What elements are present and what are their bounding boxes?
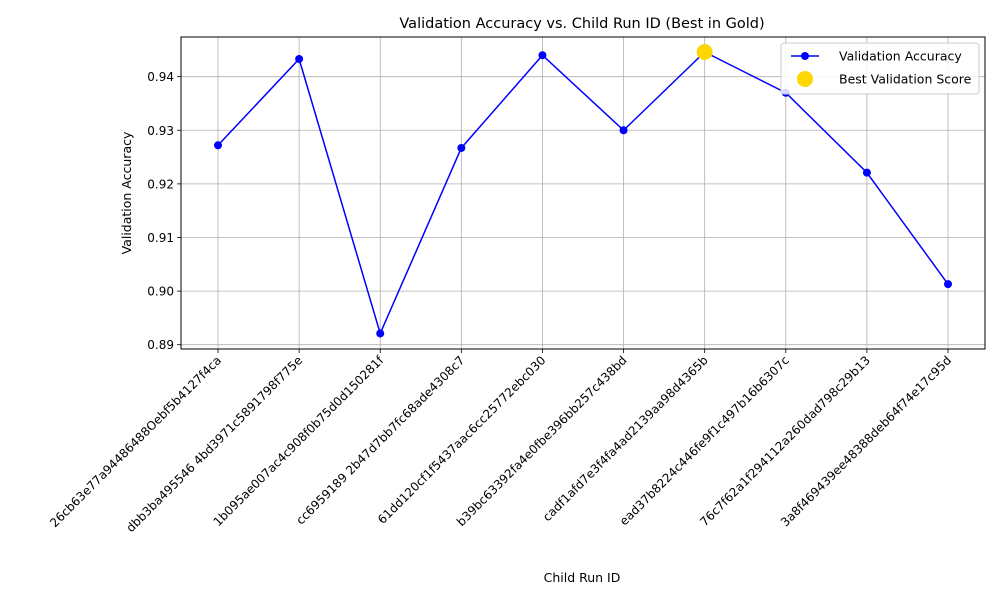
series-line xyxy=(217,51,949,336)
legend: Validation Accuracy Best Validation Scor… xyxy=(780,42,980,95)
y-tick-label: 0.92 xyxy=(147,177,174,191)
y-axis: 0.89 0.90 0.91 0.92 0.93 0.94 xyxy=(147,70,181,352)
legend-marker-swatch xyxy=(801,52,809,60)
data-point xyxy=(862,168,871,177)
legend-label-best-score: Best Validation Score xyxy=(839,72,972,87)
legend-label-validation-accuracy: Validation Accuracy xyxy=(839,49,962,64)
y-tick-label: 0.93 xyxy=(147,124,174,138)
y-tick-label: 0.91 xyxy=(147,231,174,245)
data-point xyxy=(944,280,952,289)
x-axis-label: Child Run ID xyxy=(544,570,621,585)
data-point xyxy=(295,54,304,63)
data-point xyxy=(457,143,466,152)
y-tick-label: 0.90 xyxy=(147,285,174,299)
data-point xyxy=(214,141,222,150)
plot-frame xyxy=(180,36,986,350)
data-point xyxy=(538,51,547,60)
chart-title: Validation Accuracy vs. Child Run ID (Be… xyxy=(399,16,764,32)
best-point-marker xyxy=(696,44,713,61)
data-point xyxy=(619,126,628,135)
y-tick-label: 0.94 xyxy=(147,70,174,84)
series-validation-accuracy xyxy=(214,44,952,338)
y-tick-label: 0.89 xyxy=(147,338,174,352)
grid xyxy=(181,37,985,349)
data-point xyxy=(376,329,385,338)
y-axis-label: Validation Accuracy xyxy=(119,131,134,254)
legend-best-swatch xyxy=(797,71,813,87)
legend-box xyxy=(780,42,980,95)
